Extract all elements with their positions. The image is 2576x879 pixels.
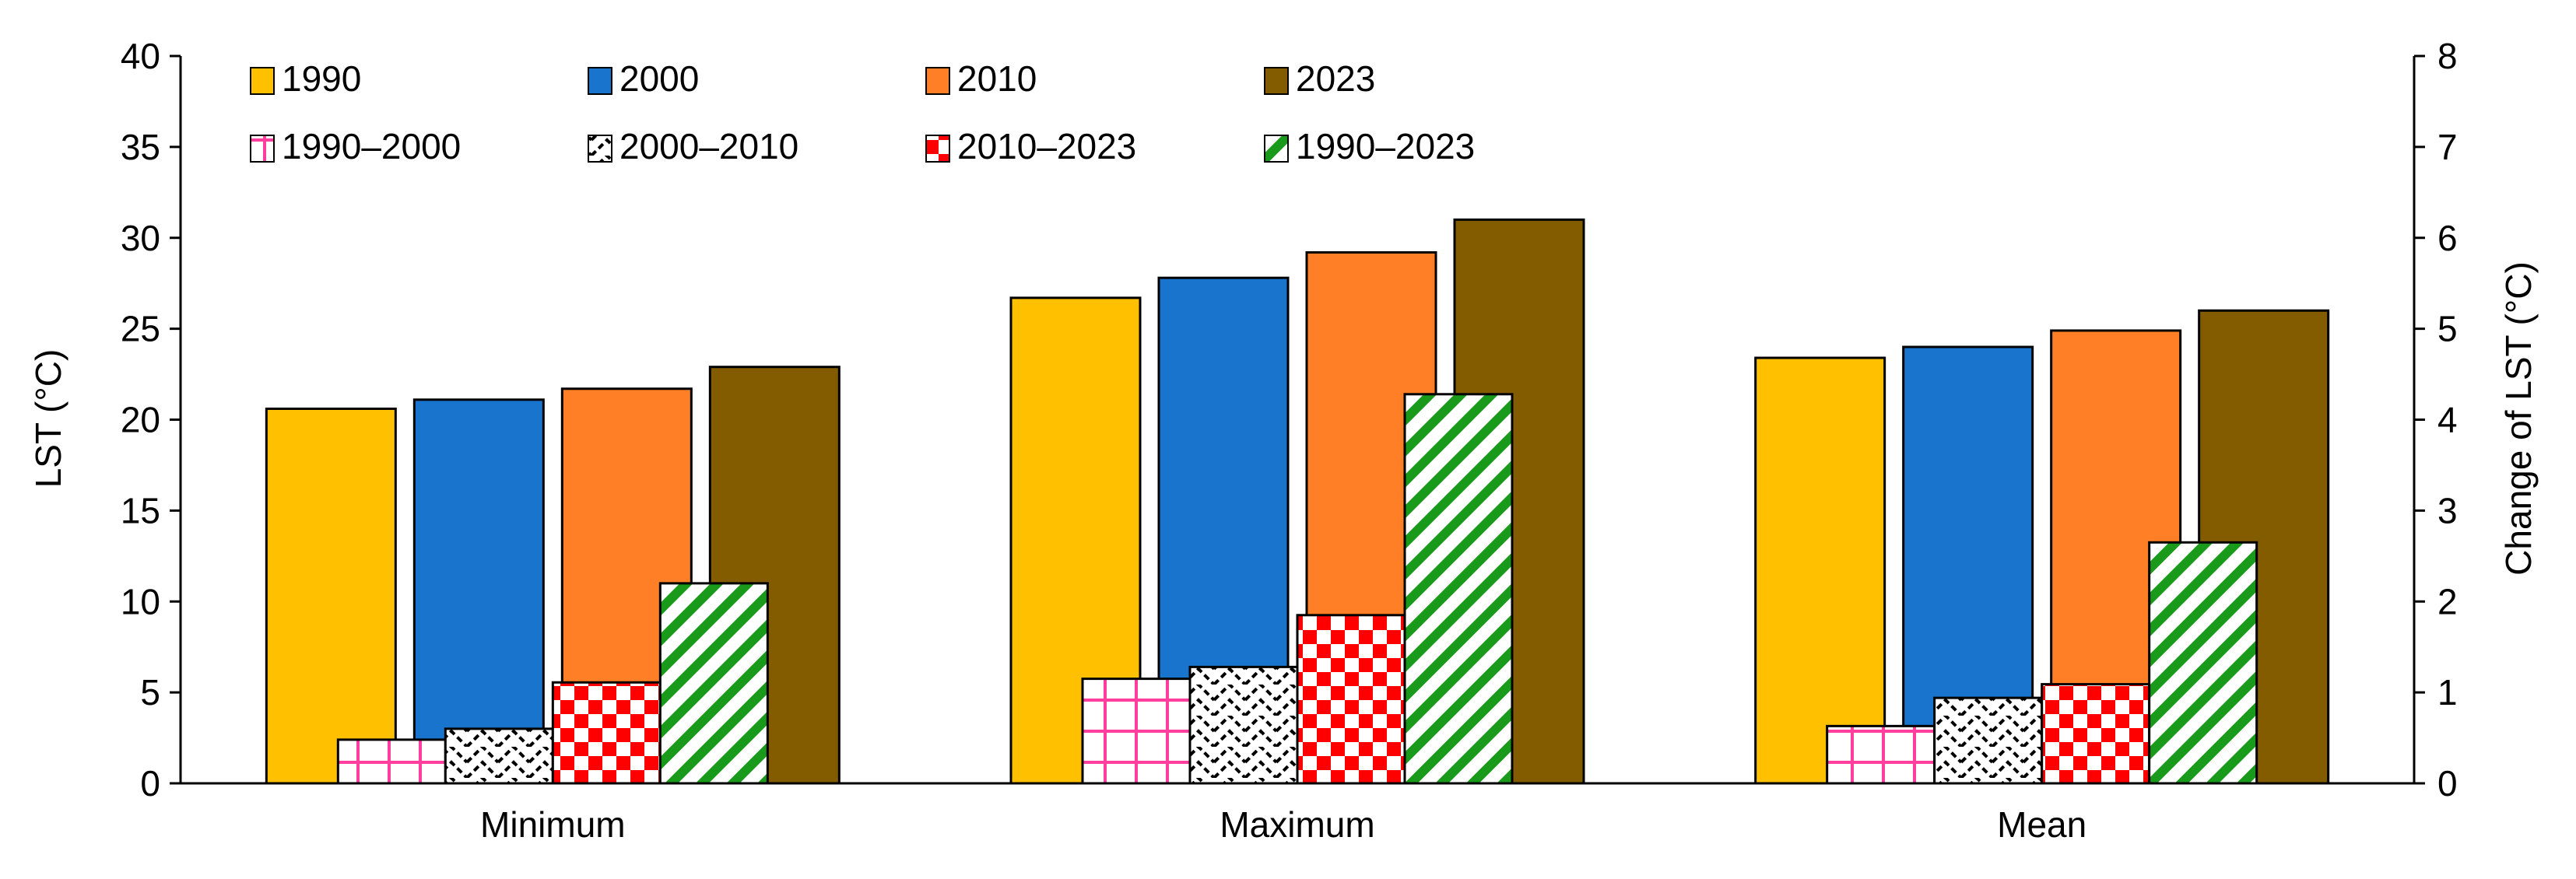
legend: 1990 2000 2010 2023 1990–2000 2000–2010 2010–2… (250, 58, 1475, 166)
change-bar-1990-2023-minimum (658, 582, 769, 785)
bars-layer (265, 218, 2330, 785)
y-tick-label: 35 (121, 127, 160, 167)
x-tick-label-mean: Mean (1997, 804, 2086, 845)
y-tick-label: 5 (140, 672, 160, 713)
change-bar-2010-2023-maximum (1296, 614, 1406, 785)
change-bar-1990-2000-maximum (1081, 678, 1191, 785)
y2-tick-label: 2 (2437, 581, 2458, 622)
y-tick-label: 15 (121, 490, 160, 531)
x-tick-label-maximum: Maximum (1220, 804, 1374, 845)
y2-tick-label: 0 (2437, 763, 2458, 804)
change-bar-1990-2000-minimum (336, 738, 447, 785)
change-bar-1990-2023-mean (2148, 541, 2258, 785)
y-tick-label: 40 (121, 36, 160, 76)
legend-label-2010-2023: 2010–2023 (957, 126, 1136, 166)
legend-swatch-2000 (588, 67, 612, 95)
change-bar-2000-2010-mean (1933, 696, 2044, 785)
legend-swatch-2010 (925, 67, 950, 95)
change-bar-1990-2000-mean (1826, 724, 1936, 785)
legend-swatch-1990 (250, 67, 275, 95)
axes-layer: Minimum Maximum Mean 0 5 10 15 20 25 30 35 40 0 1 2 3 4 5… (121, 36, 2458, 845)
legend-label-2000-2010: 2000–2010 (619, 126, 798, 166)
bar-1990-minimum (265, 407, 397, 785)
y-tick-label: 25 (121, 309, 160, 349)
change-bar-2010-2023-mean (2041, 683, 2151, 785)
bar-1990-mean (1754, 356, 1886, 785)
y2-tick-label: 4 (2437, 400, 2458, 440)
legend-label-1990-2000: 1990–2000 (282, 126, 461, 166)
legend-label-2023: 2023 (1296, 58, 1375, 99)
y2-tick-label: 6 (2437, 218, 2458, 258)
y-axis-label: LST (°C) (28, 349, 68, 489)
y2-tick-label: 5 (2437, 309, 2458, 349)
y-tick-label: 10 (121, 581, 160, 622)
y2-tick-label: 8 (2437, 36, 2458, 76)
y-tick-label: 0 (140, 763, 160, 804)
legend-swatch-2010-2023 (925, 135, 950, 163)
legend-label-2000: 2000 (619, 58, 699, 99)
y2-tick-label: 3 (2437, 490, 2458, 531)
y-tick-label: 20 (121, 400, 160, 440)
bar-2000-minimum (412, 398, 545, 785)
y2-tick-label: 1 (2437, 672, 2458, 713)
legend-swatch-2023 (1264, 67, 1289, 95)
change-bar-2000-2010-maximum (1188, 665, 1299, 785)
x-tick-label-minimum: Minimum (480, 804, 626, 845)
change-bar-2000-2010-minimum (444, 727, 554, 785)
y-tick-label: 30 (121, 218, 160, 258)
legend-swatch-2000-2010 (588, 135, 612, 163)
y2-tick-label: 7 (2437, 127, 2458, 167)
legend-swatch-1990-2023 (1264, 135, 1289, 163)
change-bar-1990-2023-maximum (1403, 393, 1514, 785)
legend-swatch-1990-2000 (250, 135, 275, 163)
legend-label-2010: 2010 (957, 58, 1037, 99)
change-bar-2010-2023-minimum (551, 681, 662, 785)
legend-label-1990-2023: 1990–2023 (1296, 126, 1475, 166)
legend-label-1990: 1990 (282, 58, 361, 99)
y2-axis-label: Change of LST (°C) (2498, 261, 2539, 576)
